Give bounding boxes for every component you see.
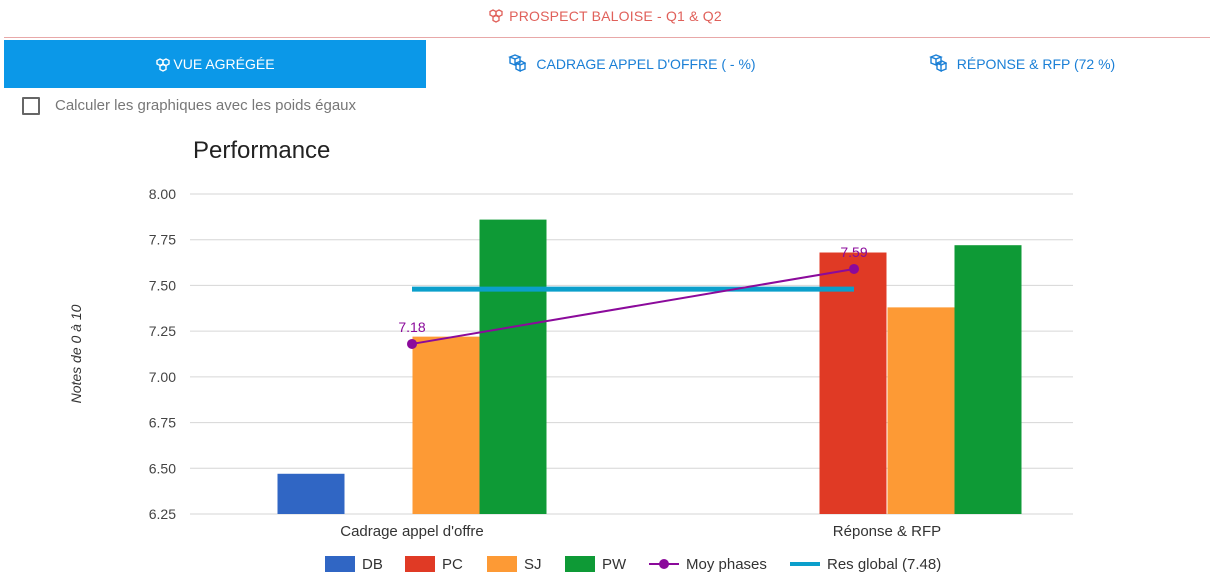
tab-cadrage[interactable]: CADRAGE APPEL D'OFFRE ( - %) bbox=[426, 40, 836, 88]
page-title: PROSPECT BALOISE - Q1 & Q2 bbox=[0, 8, 1210, 26]
y-tick-label: 7.50 bbox=[149, 277, 176, 293]
y-tick-label: 7.00 bbox=[149, 369, 176, 385]
bar-sj bbox=[412, 336, 480, 514]
header-divider bbox=[4, 37, 1210, 38]
equal-weights-label[interactable]: Calculer les graphiques avec les poids é… bbox=[55, 97, 357, 114]
legend-label: SJ bbox=[524, 556, 542, 573]
tab-vue-agregee[interactable]: VUE AGRÉGÉE bbox=[4, 40, 426, 88]
tab-label: CADRAGE APPEL D'OFFRE ( - %) bbox=[536, 56, 756, 72]
header: PROSPECT BALOISE - Q1 & Q2 bbox=[0, 0, 1210, 38]
legend-marker-moy-phases bbox=[659, 559, 669, 569]
cubes-icon bbox=[488, 9, 504, 26]
legend-label: Res global (7.48) bbox=[827, 556, 941, 573]
bar-pc bbox=[819, 252, 887, 514]
data-label: 7.59 bbox=[840, 244, 867, 260]
y-tick-label: 6.50 bbox=[149, 460, 176, 476]
legend-swatch-db bbox=[325, 556, 355, 572]
moy-phases-line bbox=[411, 267, 855, 345]
bar-pw bbox=[954, 245, 1022, 514]
legend-swatch-pc bbox=[405, 556, 435, 572]
legend-label: Moy phases bbox=[686, 556, 767, 573]
bar-pw bbox=[479, 219, 547, 514]
x-tick-label: Cadrage appel d'offre bbox=[340, 523, 484, 540]
bar-sj bbox=[887, 307, 955, 514]
cubes-icon bbox=[155, 43, 171, 91]
legend-label: DB bbox=[362, 556, 383, 573]
page-title-text: PROSPECT BALOISE - Q1 & Q2 bbox=[509, 8, 722, 24]
moy-phases-point bbox=[849, 263, 859, 274]
y-tick-label: 6.25 bbox=[149, 506, 176, 522]
y-tick-label: 8.00 bbox=[149, 186, 176, 202]
legend-swatch-sj bbox=[487, 556, 517, 572]
cube-icon bbox=[927, 43, 948, 91]
cube-icon bbox=[506, 43, 528, 91]
y-axis-label: Notes de 0 à 10 bbox=[68, 304, 84, 403]
y-tick-label: 7.25 bbox=[149, 323, 176, 339]
equal-weights-checkbox[interactable] bbox=[22, 97, 40, 115]
tab-label: RÉPONSE & RFP (72 %) bbox=[956, 56, 1116, 72]
moy-phases-point bbox=[407, 338, 417, 349]
chart-title: Performance bbox=[193, 137, 330, 164]
y-tick-label: 6.75 bbox=[149, 415, 176, 431]
data-label: 7.18 bbox=[398, 319, 425, 335]
y-tick-label: 7.75 bbox=[149, 232, 176, 248]
legend-label: PC bbox=[442, 556, 463, 573]
legend-label: PW bbox=[602, 556, 627, 573]
bar-db bbox=[277, 473, 345, 514]
tab-bar: VUE AGRÉGÉE CADRAGE APPEL D'OFFRE ( - %) bbox=[4, 40, 1210, 88]
performance-chart: Performance Notes de 0 à 10 6.25 6.50 6.75 7.… bbox=[68, 137, 1073, 573]
x-tick-label: Réponse & RFP bbox=[833, 523, 941, 540]
tab-reponse-rfp[interactable]: RÉPONSE & RFP (72 %) bbox=[836, 40, 1206, 88]
tab-label: VUE AGRÉGÉE bbox=[173, 56, 275, 72]
legend-swatch-pw bbox=[565, 556, 595, 572]
